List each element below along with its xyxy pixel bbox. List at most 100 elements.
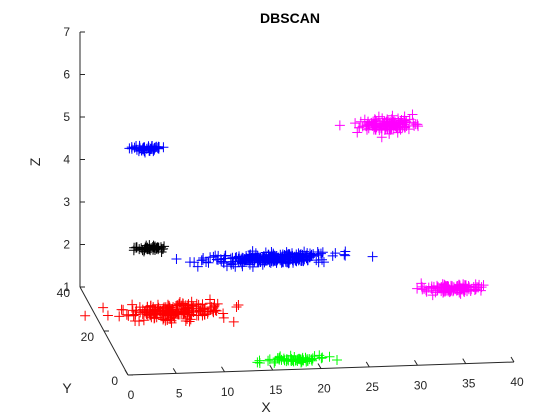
data-point — [302, 355, 313, 366]
data-point — [209, 300, 220, 311]
x-tick-label: 25 — [366, 380, 380, 394]
data-point — [218, 256, 229, 267]
data-point — [426, 283, 437, 294]
cluster-3 — [128, 240, 170, 257]
data-point — [197, 310, 208, 321]
data-point — [98, 302, 109, 313]
data-point — [218, 312, 229, 323]
data-point — [294, 250, 305, 261]
x-tick-label: 5 — [176, 386, 183, 400]
cluster-1 — [124, 140, 169, 158]
data-point — [298, 256, 309, 267]
z-tick-label: 5 — [63, 110, 70, 124]
data-point — [128, 310, 139, 321]
data-point — [233, 300, 244, 311]
x-tick-label: 30 — [414, 378, 428, 392]
data-point — [124, 143, 135, 154]
z-tick-label: 1 — [63, 280, 70, 294]
x-tick — [172, 368, 177, 374]
cluster-5 — [412, 278, 489, 301]
data-point — [317, 352, 328, 363]
data-point — [171, 306, 182, 317]
data-point — [160, 315, 171, 326]
data-point — [340, 250, 351, 261]
data-point — [254, 357, 265, 368]
data-point — [237, 258, 248, 269]
data-point — [247, 255, 258, 266]
data-point — [287, 255, 298, 266]
data-point — [339, 249, 350, 260]
data-point — [205, 298, 216, 309]
data-point — [80, 310, 91, 321]
data-point — [324, 351, 335, 362]
y-axis-label: Y — [62, 380, 72, 396]
data-point — [399, 111, 410, 122]
data-point — [332, 354, 343, 365]
data-point — [166, 317, 177, 328]
data-point — [427, 290, 438, 301]
data-point — [334, 120, 345, 131]
data-point — [407, 109, 418, 120]
data-point — [234, 253, 245, 264]
data-point — [412, 119, 423, 130]
data-point — [252, 253, 263, 264]
data-point — [249, 253, 260, 264]
data-point — [363, 116, 374, 127]
data-point — [288, 255, 299, 266]
data-point — [155, 305, 166, 316]
data-point — [127, 299, 138, 310]
data-point — [184, 257, 195, 268]
data-point — [138, 315, 149, 326]
data-point — [317, 247, 328, 258]
x-tick — [365, 361, 370, 368]
data-point — [161, 305, 172, 316]
y-tick-label: 0 — [111, 374, 118, 388]
data-point — [273, 253, 284, 264]
data-point — [151, 312, 162, 323]
y-tick-label: 40 — [57, 286, 71, 300]
data-point — [162, 299, 173, 310]
data-point — [220, 250, 231, 261]
y-tick-label: 20 — [81, 330, 95, 344]
x-tick-label: 35 — [462, 377, 476, 391]
x-axis-label: X — [261, 399, 271, 415]
x-tick — [269, 364, 274, 371]
cluster-2 — [334, 109, 424, 143]
data-point — [211, 254, 222, 265]
data-point — [231, 302, 242, 313]
data-point — [152, 242, 163, 253]
data-point — [272, 255, 283, 266]
z-axis-label: Z — [27, 157, 43, 166]
data-point — [131, 242, 142, 253]
x-tick — [124, 369, 129, 376]
data-point — [196, 255, 207, 266]
data-point — [130, 316, 141, 327]
data-point — [165, 310, 176, 321]
data-point — [313, 250, 324, 261]
data-point — [134, 140, 145, 151]
data-point — [316, 353, 327, 364]
data-point — [199, 309, 210, 320]
data-point — [438, 282, 449, 293]
x-tick — [510, 356, 515, 363]
tick-marks — [80, 31, 515, 376]
data-point — [126, 142, 137, 153]
z-tick-label: 6 — [63, 68, 70, 82]
data-point — [179, 306, 190, 317]
data-point — [252, 357, 263, 368]
data-point — [370, 115, 381, 126]
data-point — [257, 259, 268, 270]
data-point — [218, 308, 229, 319]
data-point — [294, 254, 305, 265]
x-tick — [317, 363, 322, 369]
data-point — [191, 298, 202, 309]
z-tick-label: 3 — [63, 195, 70, 209]
data-point — [297, 354, 308, 365]
data-point — [416, 281, 427, 292]
cluster-6 — [80, 294, 244, 328]
data-point — [327, 250, 338, 261]
data-point — [290, 355, 301, 366]
data-point — [350, 118, 361, 129]
data-point — [468, 281, 479, 292]
data-point — [309, 351, 320, 362]
